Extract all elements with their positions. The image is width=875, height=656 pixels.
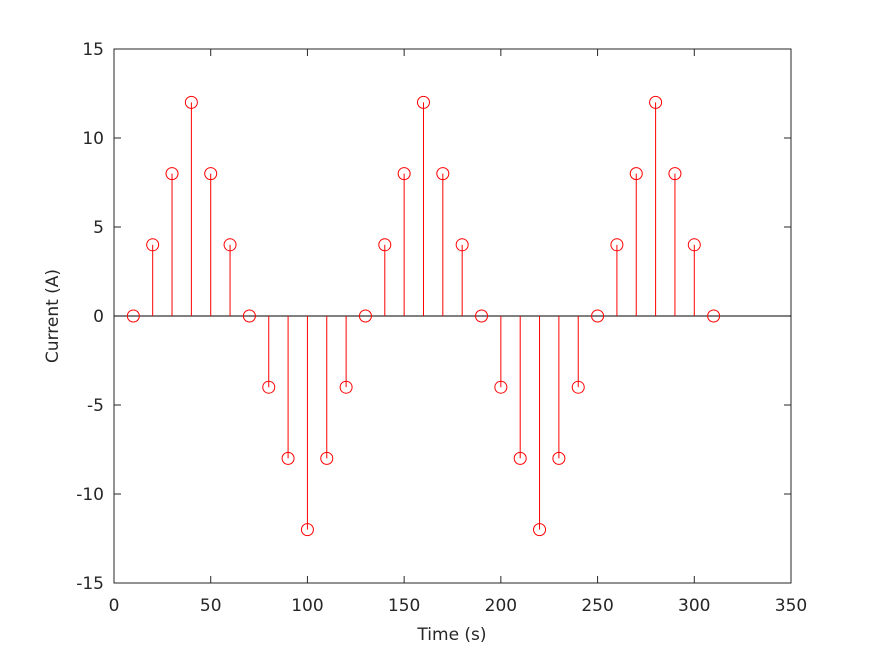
y-tick-label: 10: [82, 129, 104, 149]
stem-marker: [591, 309, 605, 323]
stem-marker: [378, 238, 392, 252]
y-tick-label: 0: [93, 307, 104, 327]
stem-marker: [552, 451, 566, 465]
stem-marker: [242, 309, 256, 323]
stem-marker: [126, 309, 140, 323]
y-tick-label: -15: [76, 574, 104, 594]
stem-marker: [358, 309, 372, 323]
stem-marker: [513, 451, 527, 465]
stem-marker: [184, 95, 198, 109]
stem-marker: [629, 167, 643, 181]
stem-marker: [687, 238, 701, 252]
stem-marker: [416, 95, 430, 109]
x-tick-label: 100: [291, 596, 323, 616]
stem-marker: [610, 238, 624, 252]
stem-marker: [262, 380, 276, 394]
x-tick-label: 150: [388, 596, 420, 616]
y-tick-label: 15: [82, 40, 104, 60]
stem-marker: [146, 238, 160, 252]
stem-marker: [571, 380, 585, 394]
stem-marker: [320, 451, 334, 465]
x-tick-label: 300: [678, 596, 710, 616]
stem-marker: [397, 167, 411, 181]
stem-marker: [533, 523, 547, 537]
stem-marker: [707, 309, 721, 323]
y-tick-label: -10: [76, 485, 104, 505]
x-tick-label: 350: [775, 596, 807, 616]
stem-marker: [475, 309, 489, 323]
stem-marker: [494, 380, 508, 394]
stem-marker: [649, 95, 663, 109]
stem-marker: [204, 167, 218, 181]
x-axis-label: Time (s): [416, 625, 486, 645]
stem-marker: [436, 167, 450, 181]
stem-marker: [339, 380, 353, 394]
x-tick-label: 0: [109, 596, 120, 616]
y-axis-label: Current (A): [43, 269, 63, 363]
stem-marker: [223, 238, 237, 252]
x-tick-label: 200: [485, 596, 517, 616]
stem-marker: [300, 523, 314, 537]
stem-marker: [165, 167, 179, 181]
y-tick-label: 5: [93, 218, 104, 238]
y-tick-label: -5: [87, 396, 104, 416]
stem-marker: [668, 167, 682, 181]
x-tick-label: 250: [581, 596, 613, 616]
x-tick-label: 50: [200, 596, 222, 616]
stem-marker: [281, 451, 295, 465]
stem-marker: [455, 238, 469, 252]
